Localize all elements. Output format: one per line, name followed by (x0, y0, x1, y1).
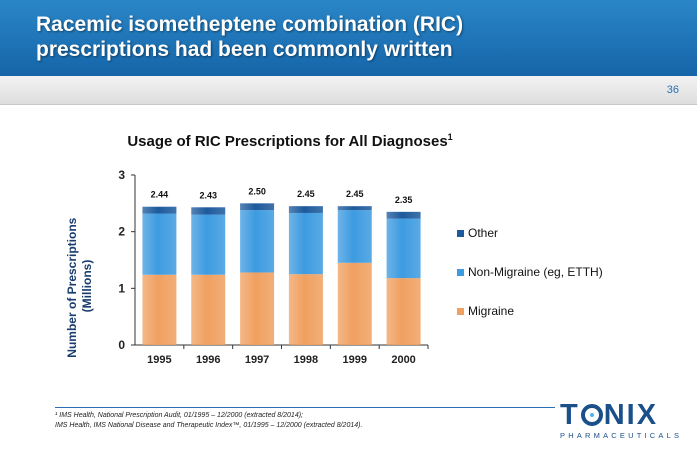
legend-label: Migraine (468, 304, 514, 318)
page-number: 36 (666, 84, 679, 96)
bar-segment (337, 206, 372, 211)
bar-total-label: 2.45 (346, 189, 364, 199)
chart-title-text: Usage of RIC Prescriptions for All Diagn… (127, 133, 447, 150)
y-tick-label: 0 (118, 338, 125, 352)
legend-label: Non-Migraine (eg, ETTH) (468, 265, 603, 279)
bar-segment (240, 272, 275, 345)
x-tick-label: 1998 (294, 354, 318, 366)
stacked-bar-chart: Usage of RIC Prescriptions for All Diagn… (65, 132, 603, 366)
y-axis-label-line2: (Millions) (80, 260, 94, 313)
plot-area: 0 1 2 3 2.44 1995 2.43 1996 2.50 1997 2.45 1998 2.45… (118, 168, 429, 366)
bar-segment (288, 212, 323, 275)
bar-segment (191, 214, 226, 275)
legend-swatch (457, 269, 464, 276)
legend-swatch (457, 230, 464, 237)
logo-subtext: PHARMACEUTICALS (560, 431, 683, 440)
bar-segment (142, 206, 177, 214)
slide-title-line1: Racemic isometheptene combination (RIC) (36, 13, 464, 36)
x-tick-label: 1995 (147, 354, 171, 366)
slide-title: Racemic isometheptene combination (RIC) … (36, 12, 676, 62)
company-logo: T NIX PHARMACEUTICALS (560, 400, 683, 442)
bar-total-label: 2.43 (199, 190, 217, 200)
x-tick-label: 1996 (196, 354, 220, 366)
slide-title-line2: prescriptions had been commonly written (36, 38, 453, 61)
bar-segment (386, 211, 421, 219)
footnote-line2: IMS Health, IMS National Disease and The… (55, 422, 363, 429)
logo-text-right: NIX (603, 399, 659, 431)
bar-segment (191, 274, 226, 345)
footnote: ¹ IMS Health, National Prescription Audi… (55, 411, 362, 431)
bar-total-label: 2.50 (248, 186, 266, 196)
y-axis-label-line1: Number of Prescriptions (65, 217, 79, 357)
bar-segment (337, 262, 372, 345)
y-tick-label: 2 (118, 225, 125, 239)
logo-o-icon (580, 404, 603, 426)
bar-segment (337, 210, 372, 263)
footnote-line1: ¹ IMS Health, National Prescription Audi… (55, 412, 303, 419)
bar-segment (288, 206, 323, 213)
chart-title-superscript: 1 (448, 132, 453, 142)
bar-total-label: 2.45 (297, 189, 315, 199)
bar-segment (240, 210, 275, 273)
bar-segment (386, 278, 421, 345)
legend-swatch (457, 308, 464, 315)
x-tick-label: 1997 (245, 354, 269, 366)
legend-label: Other (468, 226, 498, 240)
bar-segment (288, 274, 323, 345)
bar-segment (191, 207, 226, 215)
bar-segment (240, 203, 275, 211)
bar-segment (142, 213, 177, 275)
y-axis-label: Number of Prescriptions (Millions) (65, 214, 94, 357)
bar-segment (386, 218, 421, 279)
y-tick-label: 3 (118, 168, 125, 182)
logo-text-left: T (560, 399, 580, 431)
bar-segment (142, 274, 177, 345)
logo-wordmark: T NIX (560, 400, 678, 430)
bar-total-label: 2.35 (395, 195, 413, 205)
legend: Other Non-Migraine (eg, ETTH) Migraine (457, 226, 603, 318)
header-bar: Racemic isometheptene combination (RIC) … (0, 0, 697, 76)
chart-title: Usage of RIC Prescriptions for All Diagn… (127, 132, 452, 150)
x-tick-label: 1999 (343, 354, 367, 366)
subheader-bar (0, 76, 697, 105)
y-tick-label: 1 (118, 281, 125, 295)
x-tick-label: 2000 (391, 354, 415, 366)
bar-total-label: 2.44 (151, 190, 169, 200)
footer-divider (55, 407, 555, 408)
